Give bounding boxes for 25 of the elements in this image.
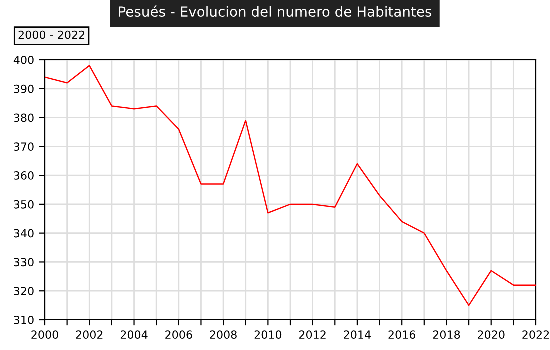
x-tick-label: 2010 <box>254 330 282 340</box>
x-tick-label: 2022 <box>522 330 550 340</box>
y-tick-label: 330 <box>14 258 34 267</box>
y-tick-label: 320 <box>14 287 34 296</box>
x-tick-label: 2014 <box>344 330 371 340</box>
x-tick-label: 2008 <box>210 330 237 340</box>
y-tick-label: 390 <box>14 84 34 94</box>
y-tick-label: 340 <box>14 229 34 238</box>
x-tick-label: 2002 <box>76 330 103 340</box>
line-series <box>45 65 536 306</box>
text: 2000 - 2022 <box>18 30 85 40</box>
x-tick-label: 2020 <box>478 330 505 340</box>
y-tick-label: 380 <box>14 114 34 122</box>
x-tick-label: 2006 <box>166 330 192 340</box>
x-tick-label: 2004 <box>120 330 148 340</box>
y-tick-label: 370 <box>14 142 34 152</box>
x-tick-label: 2012 <box>299 330 326 340</box>
y-tick-label: 350 <box>14 200 34 209</box>
x-tick-label: 2000 <box>32 330 58 340</box>
y-tick-label: 310 <box>14 316 34 324</box>
y-tick-label: 360 <box>14 172 34 180</box>
chart-title: Pesués - Evolucion del numero de Habitantes <box>119 6 432 18</box>
y-tick-label: 400 <box>14 56 34 64</box>
x-tick-label: 2018 <box>433 330 460 340</box>
x-tick-label: 2016 <box>388 330 416 340</box>
